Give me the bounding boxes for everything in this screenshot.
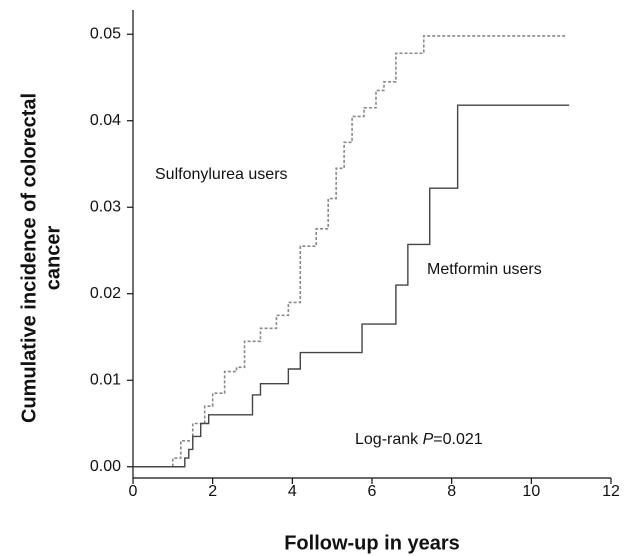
y-tick-label: 0.05 <box>90 25 121 42</box>
annotation-part: =0.021 <box>433 431 482 448</box>
y-axis-title-line: Cumulative incidence of colorectal <box>18 93 40 423</box>
series-line <box>133 35 568 468</box>
y-axis-title-line: cancer <box>42 226 64 291</box>
y-tick-label: 0.03 <box>90 198 121 215</box>
x-tick-label: 12 <box>602 483 620 500</box>
x-tick-label: 6 <box>368 483 377 500</box>
y-axis-title: Cumulative incidence of colorectal cance… <box>18 93 64 423</box>
y-tick-label: 0.04 <box>90 112 121 129</box>
x-tick-label: 10 <box>522 483 540 500</box>
x-tick-label: 0 <box>129 483 138 500</box>
series-label: Metformin users <box>427 261 542 278</box>
x-tick-label: 2 <box>208 483 217 500</box>
y-tick-label: 0.00 <box>90 458 121 475</box>
x-tick-label: 4 <box>288 483 297 500</box>
annotation-part: Log-rank <box>355 431 423 448</box>
annotation-part: P <box>423 431 434 448</box>
annotation: Log-rank P=0.021 <box>355 431 483 448</box>
x-tick-label: 8 <box>447 483 456 500</box>
y-tick-label: 0.01 <box>90 371 121 388</box>
x-axis-title: Follow-up in years <box>284 532 460 554</box>
y-tick-label: 0.02 <box>90 285 121 302</box>
series-line <box>133 104 570 468</box>
series-label: Sulfonylurea users <box>155 166 288 183</box>
